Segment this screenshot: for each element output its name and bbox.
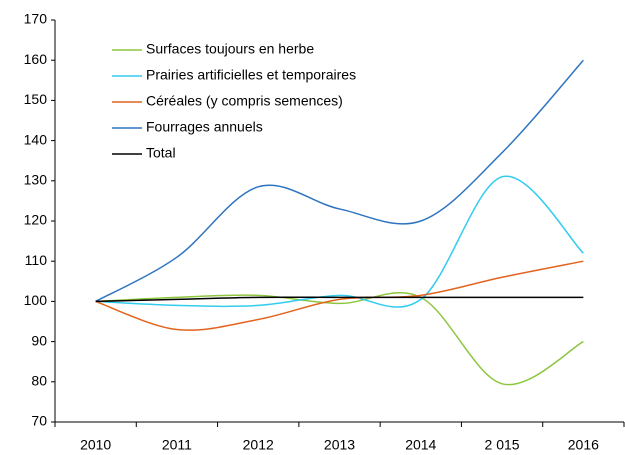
y-tick-label: 170 <box>24 11 48 27</box>
series-line <box>95 175 584 308</box>
y-tick-label: 100 <box>24 292 48 308</box>
y-tick-label: 110 <box>25 252 48 268</box>
y-tick-label: 160 <box>24 51 48 67</box>
series-line <box>95 292 584 386</box>
legend-label: Céréales (y compris semences) <box>146 93 343 109</box>
x-tick-label: 2016 <box>568 437 599 453</box>
y-tick-label: 80 <box>31 373 47 389</box>
series-line <box>95 296 584 303</box>
y-tick-label: 150 <box>24 91 48 107</box>
legend-label: Prairies artificielles et temporaires <box>146 67 356 83</box>
x-tick-label: 2013 <box>324 437 355 453</box>
x-tick-label: 2 015 <box>485 437 520 453</box>
legend-label: Total <box>146 145 176 161</box>
x-tick-label: 2011 <box>162 437 192 453</box>
x-tick-label: 2012 <box>243 437 274 453</box>
y-tick-label: 90 <box>31 332 47 348</box>
legend-label: Surfaces toujours en herbe <box>146 41 314 57</box>
y-tick-label: 70 <box>31 413 47 429</box>
series-line <box>95 59 584 303</box>
x-tick-label: 2010 <box>80 437 111 453</box>
y-tick-label: 140 <box>24 131 48 147</box>
y-tick-label: 120 <box>24 212 48 228</box>
legend-label: Fourrages annuels <box>146 119 263 135</box>
y-tick-label: 130 <box>24 172 48 188</box>
x-tick-label: 2014 <box>405 437 436 453</box>
series-line <box>95 260 584 331</box>
